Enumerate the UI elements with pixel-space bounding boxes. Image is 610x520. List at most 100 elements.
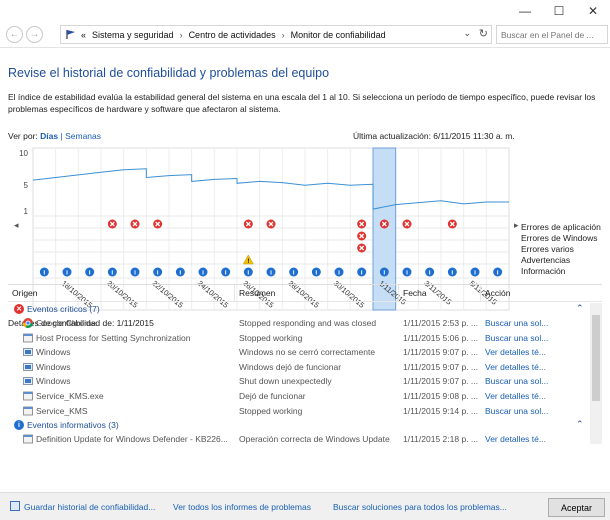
- breadcrumb-item[interactable]: Monitor de confiabilidad: [290, 29, 386, 40]
- row-action-link[interactable]: Ver detalles té...: [485, 390, 546, 401]
- group-info-events[interactable]: i Eventos informativos (3) ⌃: [8, 418, 602, 432]
- save-icon: [10, 501, 20, 511]
- col-origin[interactable]: Origen: [12, 288, 38, 298]
- chevron-right-icon: ›: [179, 29, 183, 40]
- y-tick-label: 10: [19, 149, 28, 158]
- info-icon: [198, 267, 208, 277]
- address-bar[interactable]: « Sistema y seguridad › Centro de activi…: [60, 25, 492, 44]
- app-error-icon-x: [155, 221, 161, 227]
- row-action-link[interactable]: Ver detalles té...: [485, 361, 546, 372]
- refresh-icon[interactable]: ↻: [478, 28, 488, 40]
- row-action-link[interactable]: Buscar una sol...: [485, 376, 549, 387]
- info-mark: i: [315, 270, 317, 277]
- info-icon: [107, 267, 117, 277]
- row-action-link[interactable]: Ver detalles té...: [485, 434, 546, 444]
- info-mark: i: [338, 270, 340, 277]
- row-summary: Operación correcta de Windows Update: [239, 434, 390, 444]
- col-date[interactable]: Fecha: [403, 288, 427, 298]
- info-icon: [447, 267, 457, 277]
- row-source: Windows: [36, 361, 71, 372]
- chevron-down-icon[interactable]: ⌄: [463, 28, 471, 38]
- table-row[interactable]: Windows Windows dejó de funcionar 1/11/201…: [8, 360, 602, 375]
- info-icon: [62, 267, 72, 277]
- view-reports-link[interactable]: Ver todos los informes de problemas: [173, 502, 311, 512]
- info-mark: i: [66, 270, 68, 277]
- chrome-icon: [23, 318, 33, 328]
- table-row[interactable]: Host Process for Setting Synchronization…: [8, 331, 602, 346]
- info-mark: i: [202, 270, 204, 277]
- row-source: Google Chrome: [36, 318, 97, 328]
- info-mark: i: [451, 270, 453, 277]
- accept-button[interactable]: Aceptar: [548, 498, 605, 517]
- info-mark: i: [225, 270, 227, 277]
- app-error-icon-x: [245, 221, 251, 227]
- table-row[interactable]: Windows Shut down unexpectedly 1/11/2015 9…: [8, 374, 602, 389]
- arrow-left-icon: ←: [9, 29, 20, 40]
- chevron-up-icon[interactable]: ⌃: [576, 419, 584, 430]
- col-summary[interactable]: Resumen: [239, 288, 276, 298]
- table-body: ✕ Eventos críticos (7) ⌃ Google Chrome Stopp…: [8, 302, 602, 444]
- row-source: Service_KMS: [36, 405, 88, 416]
- info-mark: i: [157, 270, 159, 277]
- table-row[interactable]: Windows Windows no se cerró correctamente…: [8, 345, 602, 360]
- app-icon: [23, 434, 33, 444]
- row-date: 1/11/2015 9:07 p. ...: [403, 376, 478, 387]
- table-row[interactable]: Google Chrome Stopped responding and was …: [8, 316, 602, 331]
- row-summary: Shut down unexpectedly: [239, 376, 332, 387]
- col-action[interactable]: Acción: [485, 288, 511, 298]
- minimize-button[interactable]: —: [519, 4, 531, 18]
- row-summary: Stopped responding and was closed: [239, 318, 377, 328]
- back-button[interactable]: ←: [6, 26, 23, 43]
- row-action-link[interactable]: Buscar una sol...: [485, 318, 549, 328]
- close-button[interactable]: ✕: [587, 4, 599, 18]
- last-update: Última actualización: 6/11/2015 11:30 a.…: [353, 131, 515, 141]
- windows-icon: [23, 376, 33, 386]
- app-error-icon-x: [449, 221, 455, 227]
- view-weeks-link[interactable]: Semanas: [65, 131, 102, 141]
- check-solutions-link[interactable]: Buscar soluciones para todos los problem…: [333, 502, 507, 512]
- breadcrumb-item[interactable]: Centro de actividades: [188, 29, 276, 40]
- scrollbar-thumb[interactable]: [592, 315, 600, 401]
- info-mark: i: [474, 270, 476, 277]
- chevron-right-icon: ›: [281, 29, 285, 40]
- info-mark: i: [247, 270, 249, 277]
- app-error-icon-x: [268, 221, 274, 227]
- row-action-link[interactable]: Ver detalles té...: [485, 347, 546, 358]
- table-row[interactable]: Definition Update for Windows Defender -…: [8, 432, 602, 444]
- row-source: Windows: [36, 347, 71, 358]
- info-icon: [357, 267, 367, 277]
- info-mark: i: [497, 270, 499, 277]
- forward-button[interactable]: →: [26, 26, 43, 43]
- row-summary: Dejó de funcionar: [239, 390, 306, 401]
- app-error-icon-x: [132, 221, 138, 227]
- group-label: Eventos críticos (7): [27, 304, 100, 314]
- address-row: ← → « Sistema y seguridad › Centro de ac…: [0, 22, 610, 48]
- scroll-left-icon: ◂: [14, 220, 19, 230]
- row-action-link[interactable]: Buscar una sol...: [485, 332, 549, 343]
- table-scrollbar[interactable]: [590, 303, 602, 444]
- legend-windows-errors: Errores de Windows: [521, 233, 598, 243]
- maximize-button[interactable]: ☐: [553, 4, 565, 18]
- search-input[interactable]: [496, 25, 608, 44]
- row-source: Definition Update for Windows Defender -…: [36, 434, 228, 444]
- breadcrumb-item[interactable]: Sistema y seguridad: [92, 29, 174, 40]
- group-critical-events[interactable]: ✕ Eventos críticos (7) ⌃: [8, 302, 602, 316]
- info-icon: [379, 267, 389, 277]
- table-row[interactable]: Service_KMS.exe Dejó de funcionar 1/11/201…: [8, 389, 602, 404]
- row-action-link[interactable]: Buscar una sol...: [485, 405, 549, 416]
- view-by-label: Ver por:: [8, 131, 38, 141]
- chevron-up-icon[interactable]: ⌃: [576, 303, 584, 313]
- info-icon: [334, 267, 344, 277]
- info-icon: [311, 267, 321, 277]
- row-summary: Windows dejó de funcionar: [239, 361, 342, 372]
- view-days-link[interactable]: Días: [40, 131, 59, 141]
- row-date: 1/11/2015 9:14 p. ...: [403, 405, 478, 416]
- info-icon: [85, 267, 95, 277]
- info-mark: i: [406, 270, 408, 277]
- table-row[interactable]: Service_KMS Stopped working 1/11/2015 9:14…: [8, 404, 602, 419]
- save-history-link[interactable]: Guardar historial de confiabilidad...: [24, 502, 156, 512]
- info-mark: i: [179, 270, 181, 277]
- reliability-chart: 10 5 1 ! i i i i i i i i i i i i i i i i i i i i i 18/10/2015 20…: [0, 144, 610, 314]
- info-icon: [130, 267, 140, 277]
